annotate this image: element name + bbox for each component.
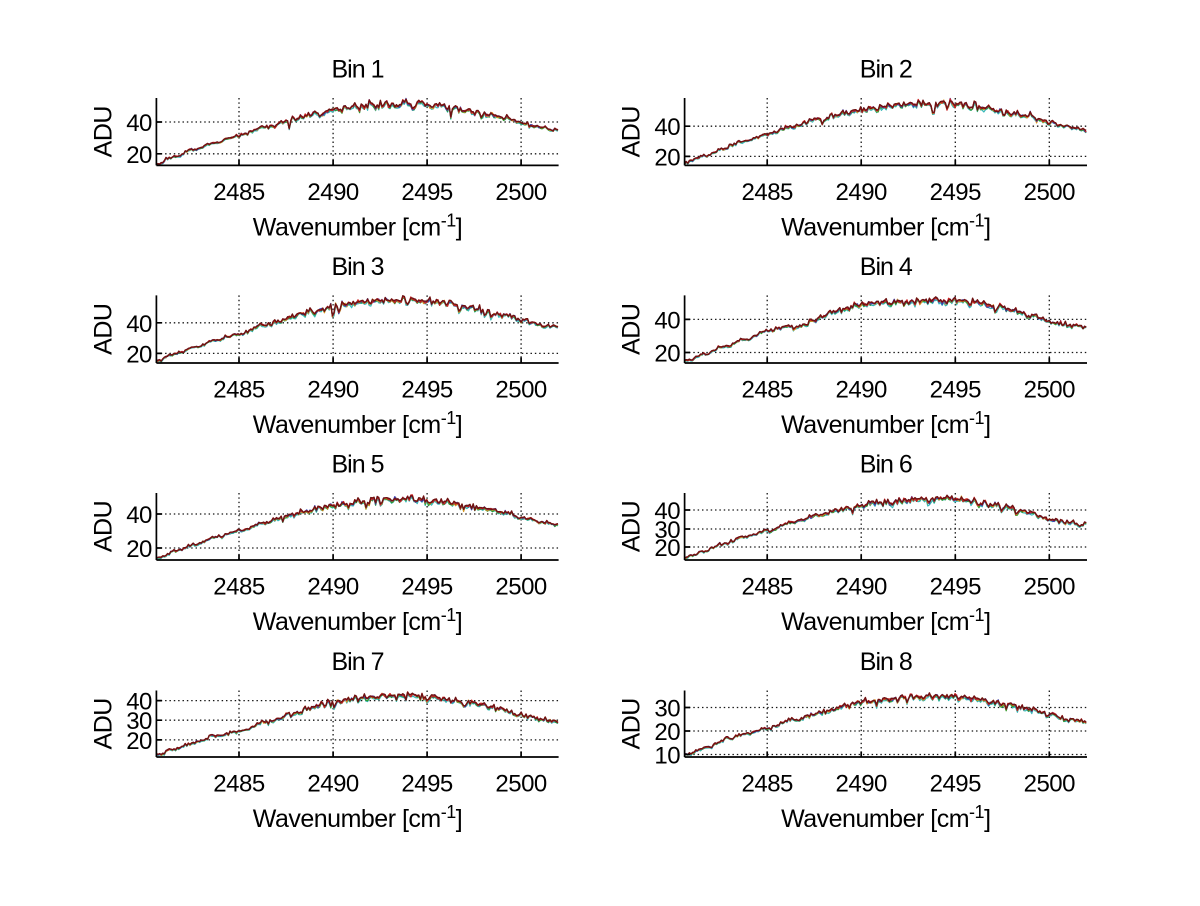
svg-text:Bin 6: Bin 6 xyxy=(860,451,912,479)
svg-text:2485: 2485 xyxy=(213,377,265,404)
svg-text:ADU: ADU xyxy=(618,698,646,749)
svg-text:30: 30 xyxy=(126,708,152,735)
svg-text:40: 40 xyxy=(126,502,152,529)
svg-text:2490: 2490 xyxy=(836,377,888,404)
svg-text:40: 40 xyxy=(654,498,680,525)
svg-text:2495: 2495 xyxy=(930,771,982,798)
svg-text:20: 20 xyxy=(126,728,152,755)
svg-text:10: 10 xyxy=(654,743,680,770)
svg-text:Wavenumber [cm-1]: Wavenumber [cm-1] xyxy=(781,802,990,833)
svg-text:2500: 2500 xyxy=(1024,574,1076,601)
svg-text:40: 40 xyxy=(654,307,680,334)
svg-text:2500: 2500 xyxy=(495,179,547,206)
svg-text:2495: 2495 xyxy=(401,771,453,798)
svg-text:40: 40 xyxy=(654,114,680,141)
svg-text:Bin 1: Bin 1 xyxy=(332,56,384,84)
svg-text:2500: 2500 xyxy=(495,574,547,601)
svg-text:20: 20 xyxy=(654,341,680,368)
svg-text:2500: 2500 xyxy=(1024,377,1076,404)
svg-text:2495: 2495 xyxy=(401,574,453,601)
svg-text:2485: 2485 xyxy=(213,179,265,206)
svg-text:Wavenumber [cm-1]: Wavenumber [cm-1] xyxy=(253,605,462,636)
svg-text:2495: 2495 xyxy=(930,377,982,404)
svg-text:ADU: ADU xyxy=(618,106,646,157)
svg-text:2490: 2490 xyxy=(307,771,359,798)
svg-text:2485: 2485 xyxy=(213,574,265,601)
svg-text:2485: 2485 xyxy=(213,771,265,798)
svg-text:Wavenumber [cm-1]: Wavenumber [cm-1] xyxy=(253,210,462,241)
svg-text:ADU: ADU xyxy=(89,106,117,157)
svg-text:Bin 2: Bin 2 xyxy=(860,56,912,84)
svg-text:2495: 2495 xyxy=(930,179,982,206)
svg-text:2495: 2495 xyxy=(401,377,453,404)
svg-text:ADU: ADU xyxy=(618,501,646,552)
svg-text:2490: 2490 xyxy=(307,574,359,601)
svg-text:20: 20 xyxy=(126,341,152,368)
svg-text:2485: 2485 xyxy=(742,574,794,601)
svg-text:Wavenumber [cm-1]: Wavenumber [cm-1] xyxy=(253,802,462,833)
svg-text:ADU: ADU xyxy=(89,304,117,355)
svg-text:2500: 2500 xyxy=(1024,771,1076,798)
svg-text:2490: 2490 xyxy=(836,179,888,206)
svg-text:30: 30 xyxy=(654,696,680,723)
svg-text:2500: 2500 xyxy=(1024,179,1076,206)
svg-text:2500: 2500 xyxy=(495,771,547,798)
svg-text:ADU: ADU xyxy=(618,304,646,355)
svg-text:Wavenumber [cm-1]: Wavenumber [cm-1] xyxy=(253,408,462,439)
svg-text:2490: 2490 xyxy=(836,574,888,601)
svg-text:2485: 2485 xyxy=(742,179,794,206)
svg-text:2490: 2490 xyxy=(836,771,888,798)
svg-text:Wavenumber [cm-1]: Wavenumber [cm-1] xyxy=(781,408,990,439)
svg-text:Wavenumber [cm-1]: Wavenumber [cm-1] xyxy=(781,605,990,636)
svg-text:2490: 2490 xyxy=(307,377,359,404)
svg-text:Bin 3: Bin 3 xyxy=(332,253,384,281)
svg-text:Wavenumber [cm-1]: Wavenumber [cm-1] xyxy=(781,210,990,241)
svg-text:40: 40 xyxy=(126,110,152,137)
svg-text:Bin 4: Bin 4 xyxy=(860,253,913,281)
svg-text:20: 20 xyxy=(126,142,152,169)
svg-text:ADU: ADU xyxy=(89,501,117,552)
svg-text:2495: 2495 xyxy=(401,179,453,206)
svg-text:2500: 2500 xyxy=(495,377,547,404)
svg-text:2485: 2485 xyxy=(742,771,794,798)
svg-text:40: 40 xyxy=(126,311,152,338)
svg-text:Bin 7: Bin 7 xyxy=(332,648,384,676)
svg-text:20: 20 xyxy=(654,719,680,746)
svg-text:2485: 2485 xyxy=(742,377,794,404)
svg-text:2490: 2490 xyxy=(307,179,359,206)
svg-text:ADU: ADU xyxy=(89,698,117,749)
svg-text:20: 20 xyxy=(654,144,680,171)
svg-text:2495: 2495 xyxy=(930,574,982,601)
svg-text:40: 40 xyxy=(126,689,152,716)
svg-text:Bin 5: Bin 5 xyxy=(332,451,384,479)
svg-text:30: 30 xyxy=(654,517,680,544)
svg-text:20: 20 xyxy=(126,536,152,563)
svg-text:20: 20 xyxy=(654,535,680,562)
svg-text:Bin 8: Bin 8 xyxy=(860,648,912,676)
